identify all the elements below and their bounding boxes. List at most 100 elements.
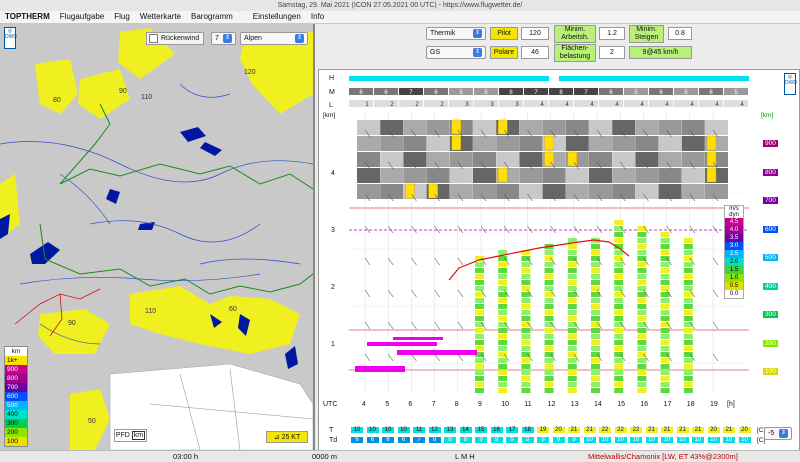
cloud-block <box>496 152 520 167</box>
climb-cell <box>567 346 577 351</box>
climb-cell <box>637 298 647 303</box>
min-arbeit-input[interactable]: 1.2 <box>599 27 625 40</box>
wind-barb <box>643 161 649 170</box>
mode-select[interactable]: Thermik ⇕ <box>426 27 486 40</box>
status-altitude: 0000 m <box>312 452 338 461</box>
temp-cell: 10 <box>351 427 363 433</box>
flaechen-input[interactable]: 2 <box>599 46 625 59</box>
min-arbeit-label: Minim. Arbeitsh. <box>554 25 596 43</box>
climb-cell <box>475 334 484 339</box>
menu-topthem[interactable]: TOPTHERM <box>5 12 50 21</box>
medium-cloud-label: 5 <box>684 90 688 96</box>
wind-barb <box>364 289 371 298</box>
climb-cell <box>544 364 554 369</box>
polare-input[interactable]: 46 <box>521 46 549 59</box>
wind-barb <box>527 257 533 266</box>
menu-einstellungen[interactable]: Einstellungen <box>252 12 301 21</box>
pilot-input[interactable]: 120 <box>521 27 549 40</box>
climb-cell <box>614 322 624 327</box>
rueckenwind-checkbox[interactable]: Rückenwind <box>146 32 204 45</box>
low-cloud-label: 4 <box>715 102 719 108</box>
offset-spinner[interactable]: -5 ⇕ <box>764 427 792 440</box>
wind-barb <box>434 161 440 170</box>
climb-cell <box>544 286 554 291</box>
climb-cell <box>475 304 484 309</box>
wind-barb <box>387 161 394 170</box>
cloud-block <box>612 136 636 151</box>
temp-cell: 13 <box>444 427 456 433</box>
climb-cell <box>475 388 484 393</box>
min-steigen-input[interactable]: 0.8 <box>668 27 692 40</box>
medium-cloud-label: 5 <box>459 90 463 96</box>
menu-barogramm[interactable]: Barogramm <box>191 12 233 21</box>
climb-cell <box>637 340 647 345</box>
map-alt-label: 110 <box>145 308 157 315</box>
climb-cell <box>521 382 531 387</box>
dewpoint-cell: 9 <box>490 437 503 443</box>
menu-info[interactable]: Info <box>310 12 325 21</box>
wind-barb <box>457 193 464 202</box>
climb-cell <box>637 358 647 363</box>
climb-cell <box>521 328 531 333</box>
wind-barb <box>527 289 533 298</box>
glider-select[interactable]: GS ⇕ <box>426 46 486 59</box>
medium-cloud-cell <box>374 88 398 95</box>
menu-flugaufgabe[interactable]: Flugaufgabe <box>59 12 105 21</box>
climb-cell <box>591 286 600 291</box>
climb-cell <box>567 274 577 279</box>
climb-cell <box>660 298 670 303</box>
menu-flug[interactable]: Flug <box>114 12 130 21</box>
flaechen-label: Flächen- belastung <box>554 44 596 62</box>
pfd-box[interactable]: PFD km <box>114 429 147 442</box>
map-alt-label: 120 <box>244 69 256 76</box>
dewpoint-cell: 9 <box>506 437 518 443</box>
medium-cloud-label: 7 <box>584 90 588 96</box>
dewpoint-cell: 8 <box>444 437 456 443</box>
hour-label: 18 <box>686 401 695 408</box>
right-scale-label: 700 <box>763 197 778 204</box>
climb-cell <box>683 304 693 309</box>
climb-cell <box>521 352 531 357</box>
wind-barb <box>364 257 371 266</box>
climb-title: m/s <box>729 206 739 212</box>
legend-item: 300 <box>5 419 27 428</box>
terrain-map[interactable] <box>0 24 313 450</box>
climb-cell <box>637 334 647 339</box>
cloud-block <box>589 184 612 199</box>
climb-cell <box>521 268 531 273</box>
menu-wetterkarte[interactable]: Wetterkarte <box>139 12 181 21</box>
climb-cell <box>637 250 647 255</box>
climb-cell <box>637 352 647 357</box>
region-select[interactable]: Alpen ⇕ <box>240 32 308 45</box>
dewpoint-cell: 8 <box>459 437 472 443</box>
climb-cell <box>637 226 647 231</box>
wind-barb <box>364 193 371 202</box>
wind-select[interactable]: 7 ⇕ <box>211 32 236 45</box>
wind-barb <box>387 129 394 138</box>
climb-cell <box>660 352 670 357</box>
climb-cell <box>614 250 624 255</box>
climb-cell <box>544 262 554 267</box>
wind-barb <box>434 257 440 266</box>
legend-item: 700 <box>5 383 27 392</box>
climb-cell <box>475 292 484 297</box>
cloud-block <box>635 168 659 183</box>
status-time: 03:00 h <box>173 452 199 461</box>
cloud-block <box>426 136 450 151</box>
climb-cell <box>498 352 508 357</box>
medium-cloud-label: 6 <box>359 90 363 96</box>
climb-cell <box>498 364 508 369</box>
medium-cloud-cell <box>599 88 623 95</box>
climb-cell <box>544 292 554 297</box>
medium-cloud-label: 6 <box>384 90 388 96</box>
legend-item: 400 <box>5 410 27 419</box>
climb-cell <box>567 304 577 309</box>
y-unit-right: [km] <box>761 112 774 119</box>
thermal-cell <box>706 167 717 183</box>
wind-barb <box>411 193 417 202</box>
map-panel[interactable]: 80 90 110 120 110 60 90 50 ◎ DWD Rückenwi… <box>0 24 315 450</box>
climb-cell <box>498 304 508 309</box>
climb-cell <box>591 388 600 393</box>
hour-label: 8 <box>454 401 459 408</box>
